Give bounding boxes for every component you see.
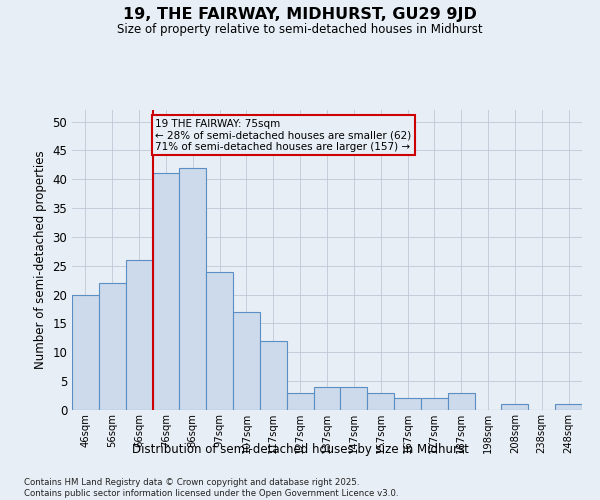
Bar <box>72 294 99 410</box>
Text: Contains HM Land Registry data © Crown copyright and database right 2025.
Contai: Contains HM Land Registry data © Crown c… <box>24 478 398 498</box>
Bar <box>555 404 582 410</box>
Bar <box>99 283 125 410</box>
Bar <box>179 168 206 410</box>
Bar <box>206 272 233 410</box>
Bar <box>125 260 152 410</box>
Text: Size of property relative to semi-detached houses in Midhurst: Size of property relative to semi-detach… <box>117 22 483 36</box>
Y-axis label: Number of semi-detached properties: Number of semi-detached properties <box>34 150 47 370</box>
Bar <box>448 392 475 410</box>
Bar <box>152 174 179 410</box>
Text: Distribution of semi-detached houses by size in Midhurst: Distribution of semi-detached houses by … <box>131 442 469 456</box>
Bar <box>421 398 448 410</box>
Bar <box>340 387 367 410</box>
Bar <box>367 392 394 410</box>
Text: 19, THE FAIRWAY, MIDHURST, GU29 9JD: 19, THE FAIRWAY, MIDHURST, GU29 9JD <box>123 8 477 22</box>
Bar <box>233 312 260 410</box>
Bar <box>260 341 287 410</box>
Bar <box>287 392 314 410</box>
Bar <box>502 404 529 410</box>
Bar <box>394 398 421 410</box>
Bar <box>314 387 340 410</box>
Text: 19 THE FAIRWAY: 75sqm
← 28% of semi-detached houses are smaller (62)
71% of semi: 19 THE FAIRWAY: 75sqm ← 28% of semi-deta… <box>155 118 412 152</box>
